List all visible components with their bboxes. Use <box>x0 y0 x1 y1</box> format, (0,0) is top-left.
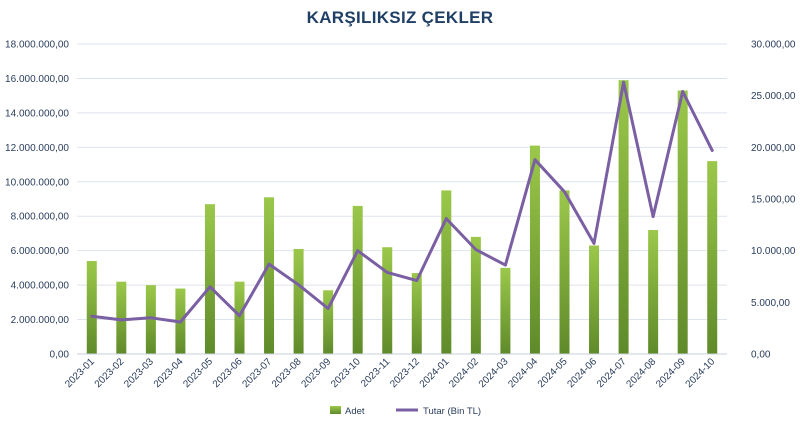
line-point <box>208 285 212 289</box>
line-point <box>474 248 478 252</box>
legend: Adet Tutar (Bin TL) <box>330 406 481 417</box>
line-point <box>326 307 330 310</box>
line-point <box>149 316 153 320</box>
bar <box>86 261 97 354</box>
bar <box>707 161 718 354</box>
x-tick-label: 2024-07 <box>595 356 629 390</box>
bar-series-adet <box>86 80 718 355</box>
x-tick-label: 2023-10 <box>329 356 363 390</box>
x-tick-label: 2023-05 <box>181 356 215 390</box>
x-tick-label: 2023-03 <box>122 356 156 390</box>
x-tick-label: 2023-09 <box>300 356 334 390</box>
bar <box>648 230 659 354</box>
line-point <box>90 314 94 318</box>
bar <box>529 145 540 354</box>
bar <box>323 290 334 354</box>
bar <box>559 190 570 354</box>
line-series-tutar <box>90 80 714 324</box>
bar <box>204 204 215 354</box>
left-tick-label: 6.000.000,00 <box>11 246 70 257</box>
bar <box>441 190 452 354</box>
bar <box>677 90 688 354</box>
line-point <box>238 314 241 318</box>
bar <box>293 248 304 354</box>
left-tick-label: 10.000.000,00 <box>5 177 69 188</box>
right-tick-label: 5.000,00 <box>751 298 790 309</box>
bar <box>500 267 511 354</box>
left-tick-label: 14.000.000,00 <box>5 108 69 119</box>
x-tick-label: 2023-07 <box>240 356 274 390</box>
line-point <box>622 80 625 84</box>
x-tick-label: 2024-05 <box>536 356 570 390</box>
line-point <box>385 270 389 274</box>
line-point <box>681 90 685 93</box>
bar <box>116 281 127 354</box>
right-axis: 0,00 5.000,00 10.000,00 15.000,00 20.000,00 2… <box>751 40 796 361</box>
left-tick-label: 2.000.000,00 <box>11 315 70 326</box>
line-point <box>415 279 419 283</box>
bar <box>589 245 600 354</box>
legend-label-tutar: Tutar (Bin TL) <box>423 406 481 417</box>
x-tick-label: 2024-09 <box>654 356 688 390</box>
bar <box>264 197 275 354</box>
x-axis: 2023-012023-022023-032023-042023-052023-… <box>63 353 727 390</box>
legend-bar-swatch <box>330 406 341 414</box>
bar <box>145 285 156 354</box>
x-tick-label: 2023-12 <box>388 356 422 390</box>
left-tick-label: 0,00 <box>50 350 70 361</box>
chart-title: KARŞILIKSIZ ÇEKLER <box>306 8 494 27</box>
right-tick-label: 15.000,00 <box>751 195 796 206</box>
x-tick-label: 2024-06 <box>565 356 599 390</box>
x-tick-label: 2024-08 <box>625 356 659 390</box>
line-point <box>592 242 596 245</box>
x-tick-label: 2024-02 <box>447 356 481 390</box>
bar <box>382 247 393 354</box>
right-tick-label: 30.000,00 <box>751 40 796 51</box>
grid-lines <box>77 43 727 355</box>
x-tick-label: 2023-02 <box>93 356 127 390</box>
line-point <box>119 318 123 322</box>
left-tick-label: 18.000.000,00 <box>5 40 69 51</box>
left-tick-label: 8.000.000,00 <box>11 212 70 223</box>
line-point <box>533 158 537 162</box>
line-point <box>179 320 182 324</box>
x-tick-label: 2024-03 <box>477 356 511 390</box>
legend-label-adet: Adet <box>345 406 365 417</box>
x-tick-label: 2024-01 <box>418 356 452 390</box>
left-tick-label: 12.000.000,00 <box>5 143 69 154</box>
line-point <box>710 149 714 152</box>
left-axis: 0,00 2.000.000,00 4.000.000,00 6.000.000,00… <box>5 40 69 361</box>
right-tick-label: 0,00 <box>751 350 771 361</box>
series-line <box>90 80 714 324</box>
left-tick-label: 4.000.000,00 <box>11 281 70 292</box>
line-point <box>267 262 271 266</box>
left-tick-label: 16.000.000,00 <box>5 74 69 85</box>
line-point <box>444 217 448 221</box>
line-point <box>504 263 507 267</box>
bar <box>470 236 481 354</box>
line-point <box>297 283 300 287</box>
bar <box>234 281 245 354</box>
line-point <box>563 190 566 194</box>
x-tick-label: 2023-04 <box>152 356 186 390</box>
line-point <box>651 215 655 218</box>
right-tick-label: 10.000,00 <box>751 246 796 257</box>
right-tick-label: 25.000,00 <box>751 91 796 102</box>
x-tick-label: 2023-01 <box>63 356 97 390</box>
x-tick-label: 2023-08 <box>270 356 304 390</box>
x-tick-label: 2024-04 <box>506 356 540 390</box>
line-point <box>356 249 360 253</box>
bar <box>618 80 629 355</box>
x-tick-label: 2023-11 <box>359 356 393 390</box>
right-tick-label: 20.000,00 <box>751 143 796 154</box>
bar <box>352 205 363 354</box>
x-tick-label: 2024-10 <box>684 356 718 390</box>
bar <box>411 273 422 354</box>
x-tick-label: 2023-06 <box>211 356 245 390</box>
